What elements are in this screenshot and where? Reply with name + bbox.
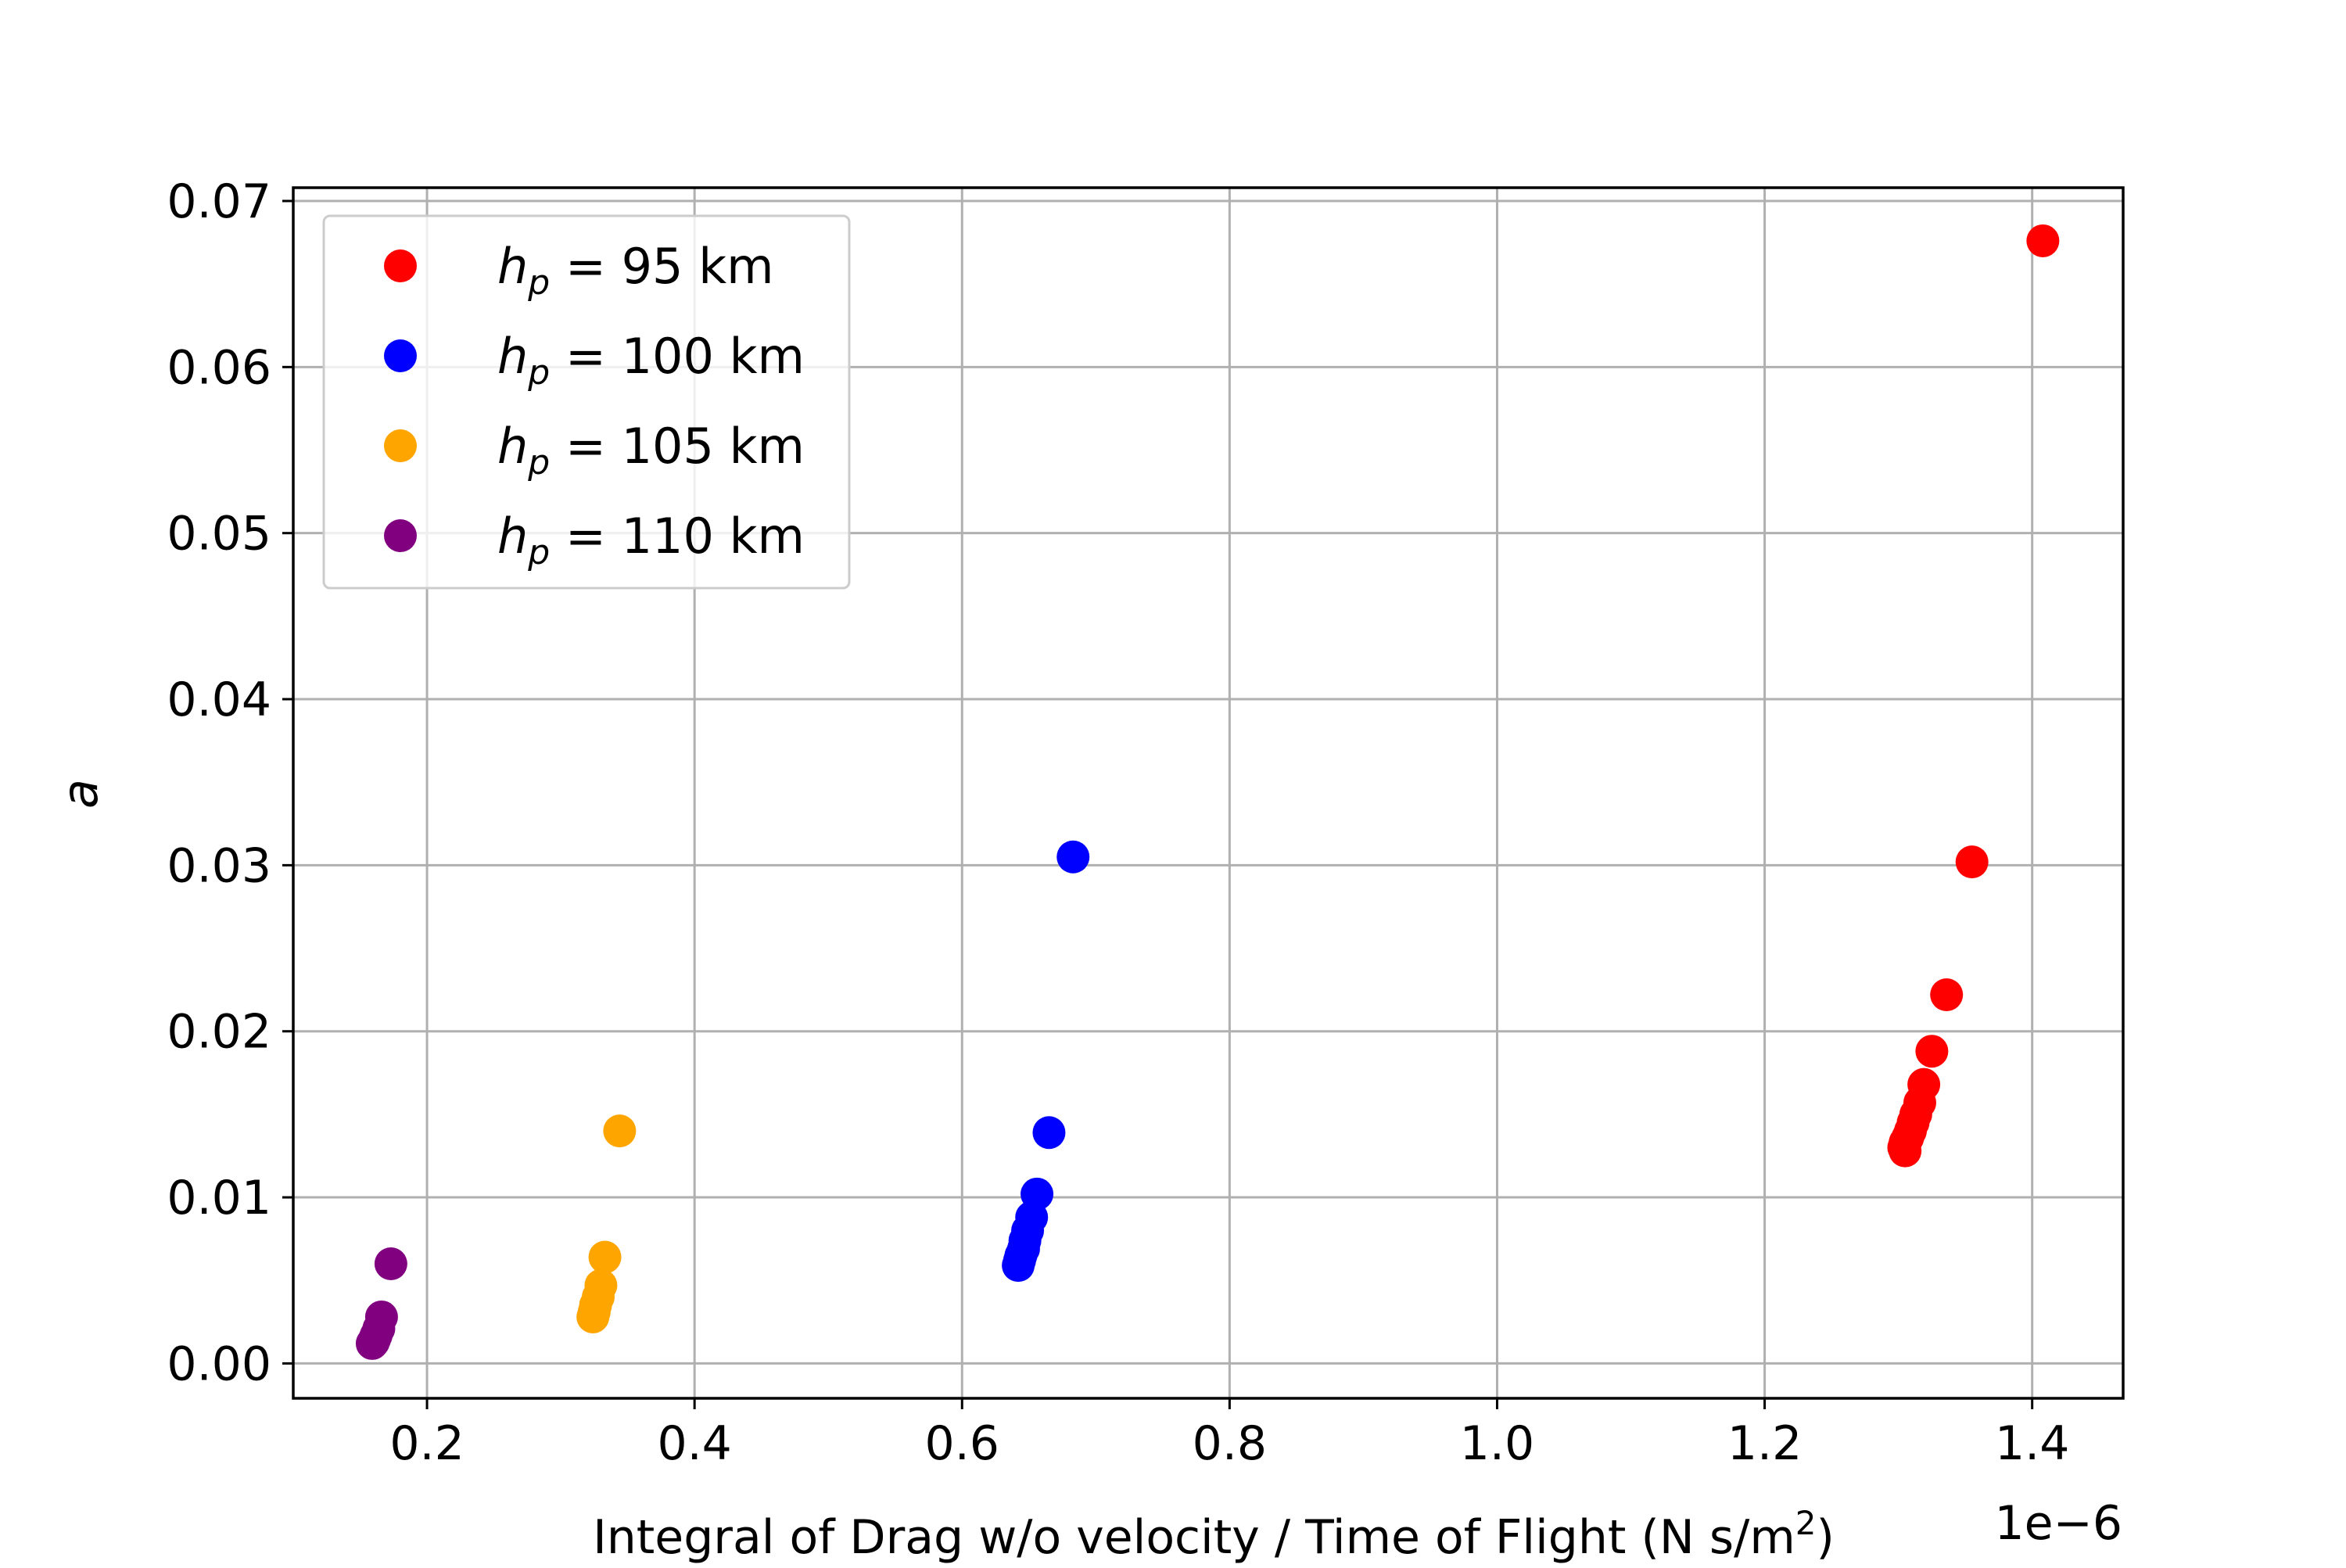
plot-area: 0.2 0.4 0.6 0.8 1.0 1.2 1.4 0.00 0.01 0.02 0.03 0.0… — [167, 174, 2125, 1471]
y-tick-label: 0.02 — [167, 1005, 271, 1060]
data-point — [1056, 840, 1090, 874]
x-tick-label: 0.8 — [1193, 1416, 1267, 1471]
data-point — [355, 1326, 389, 1360]
data-point — [1002, 1249, 1035, 1283]
y-tick-label: 0.04 — [167, 673, 271, 727]
legend-marker — [384, 339, 417, 372]
data-point — [1930, 978, 1964, 1011]
x-axis-offset-label: 1e−6 — [1994, 1496, 2122, 1551]
x-axis-label: Integral of Drag w/o velocity / Time of … — [593, 1504, 1835, 1564]
legend-label: hp = 100 km — [497, 328, 805, 393]
y-tick-label: 0.03 — [167, 838, 271, 893]
legend-label: hp = 110 km — [497, 508, 805, 572]
axes-frame — [292, 186, 2125, 1400]
data-point — [374, 1247, 407, 1280]
legend-box — [322, 214, 851, 590]
legend-label: hp = 95 km — [497, 238, 774, 303]
x-tick-label: 0.6 — [925, 1416, 999, 1471]
y-tick-label: 0.05 — [167, 507, 271, 562]
x-tick-label: 0.4 — [657, 1416, 731, 1471]
legend-marker — [384, 519, 417, 552]
data-point — [576, 1300, 610, 1333]
legend-marker — [384, 249, 417, 282]
x-tick-label: 1.0 — [1460, 1416, 1534, 1471]
x-axis-label-end: ) — [1817, 1510, 1835, 1564]
x-tick-label: 0.2 — [389, 1416, 464, 1471]
data-point — [1915, 1035, 1949, 1068]
data-point — [1889, 1134, 1922, 1168]
y-tick-label: 0.00 — [167, 1337, 271, 1391]
data-point — [2026, 224, 2060, 257]
x-axis-label-superscript: 2 — [1795, 1504, 1817, 1542]
data-point — [588, 1240, 622, 1274]
x-tick-label: 1.2 — [1727, 1416, 1802, 1471]
x-tick-label: 1.4 — [1995, 1416, 2069, 1471]
y-tick-label: 0.01 — [167, 1171, 271, 1225]
data-point — [1032, 1116, 1066, 1150]
x-axis-label-text: Integral of Drag w/o velocity / Time of … — [593, 1510, 1795, 1564]
legend-label: hp = 105 km — [497, 418, 805, 483]
legend-marker — [384, 429, 417, 462]
y-axis-label: a — [52, 779, 109, 809]
y-tick-label: 0.07 — [167, 174, 271, 229]
y-tick-label: 0.06 — [167, 340, 271, 395]
data-point — [1955, 845, 1989, 879]
data-point — [603, 1114, 637, 1148]
